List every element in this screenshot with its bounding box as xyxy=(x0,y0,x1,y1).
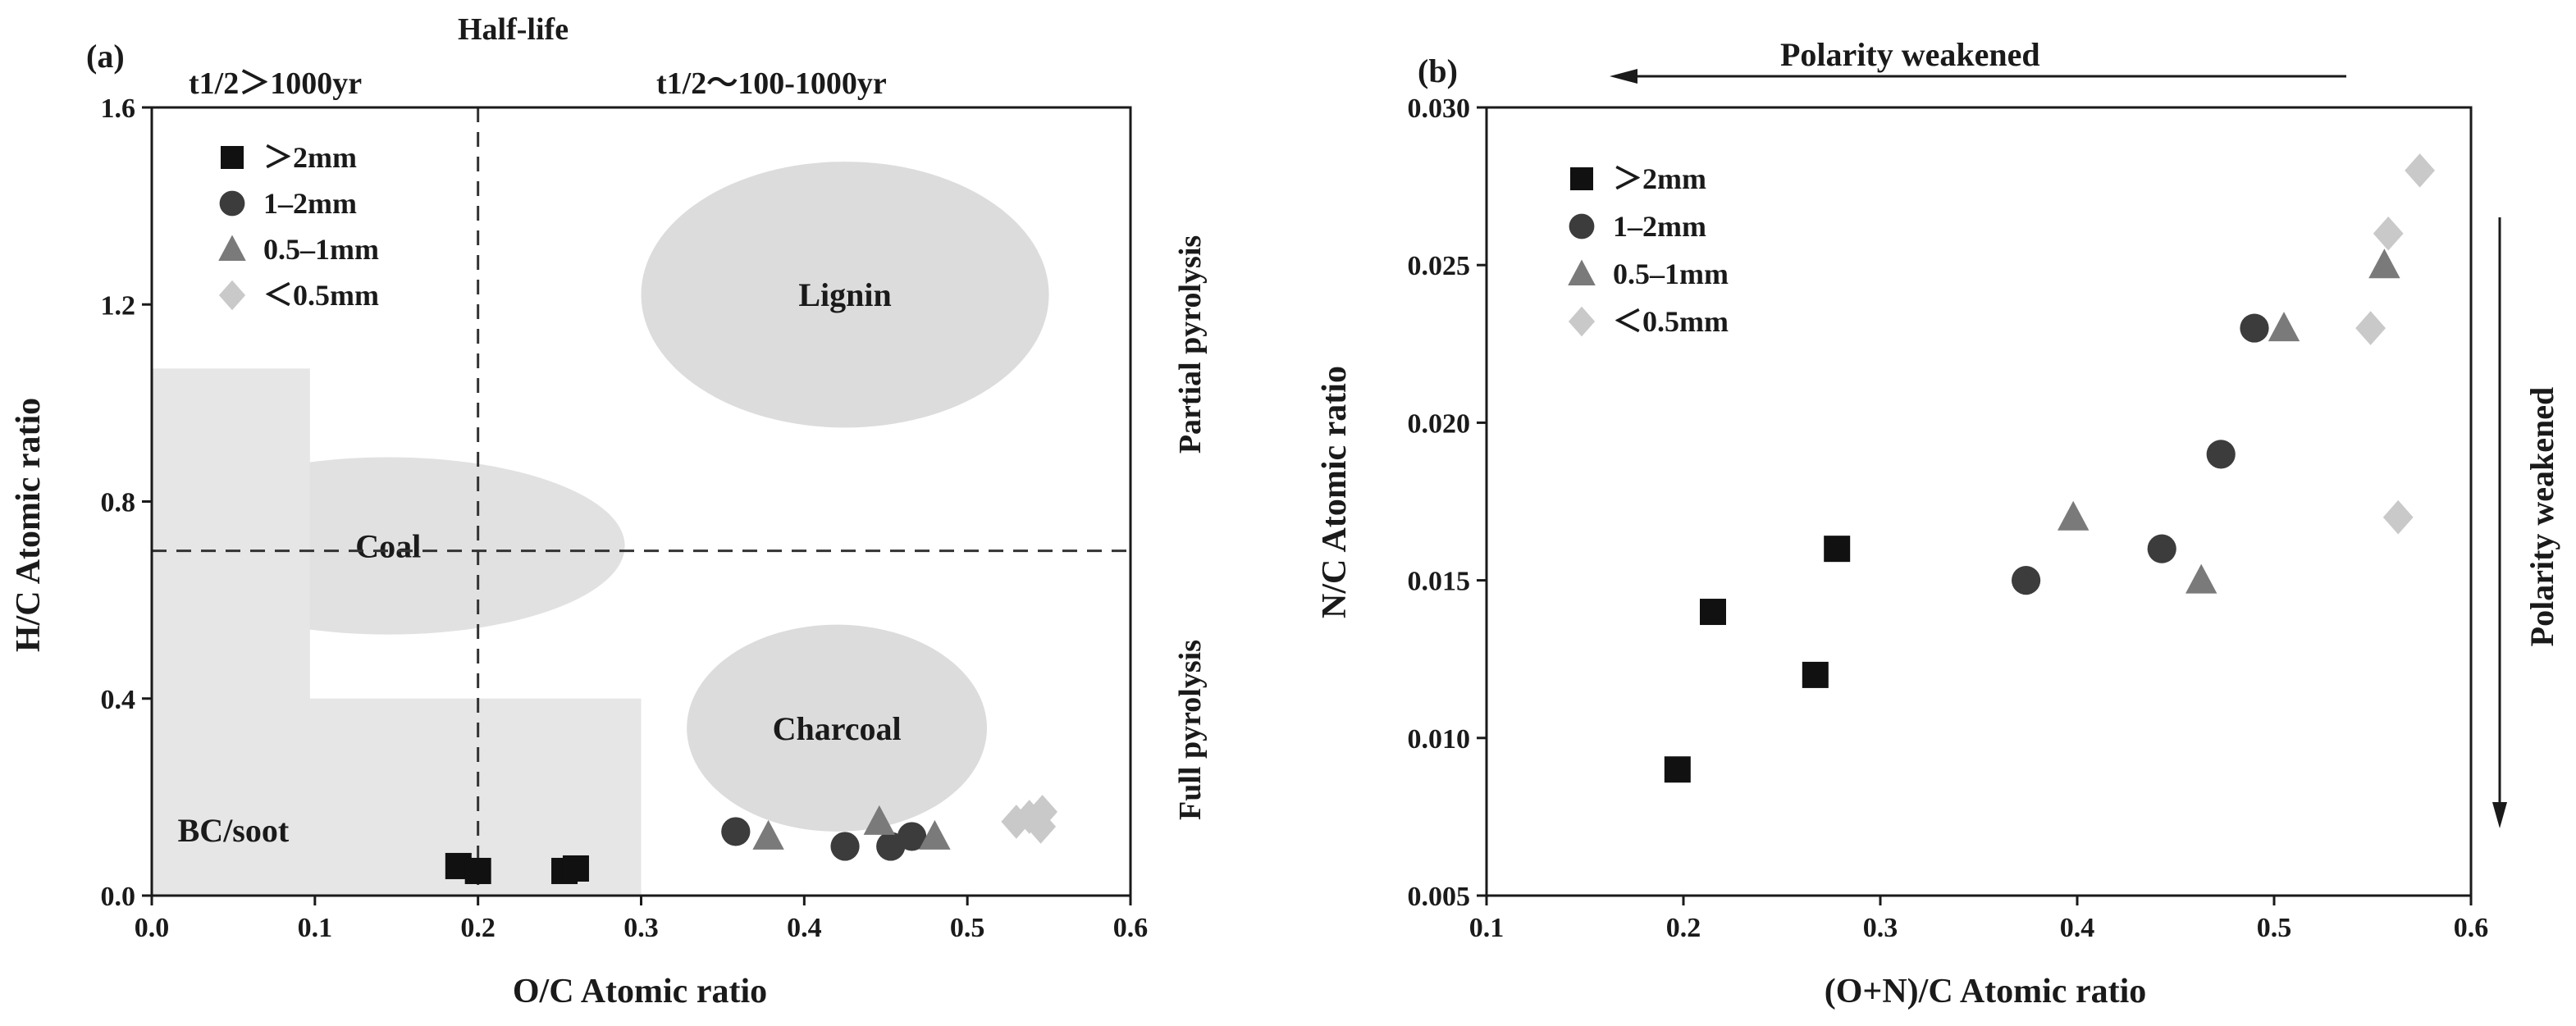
data-point-square xyxy=(1664,756,1691,783)
x-tick-label: 0.6 xyxy=(2454,913,2489,943)
data-point-triangle xyxy=(2058,500,2090,531)
y-tick-label: 0.030 xyxy=(1408,93,1471,124)
data-point-circle xyxy=(2240,313,2269,343)
region-charcoal xyxy=(687,624,988,832)
x-tick-label: 0.4 xyxy=(2060,913,2095,943)
panel-b-legend: ＞2mm 1–2mm 0.5–1mm ＜0.5mm xyxy=(1568,162,1729,338)
panel-a-side-top: Partial pyrolysis xyxy=(1173,235,1208,454)
x-tick-label: 0.4 xyxy=(787,913,822,943)
y-tick-label: 1.2 xyxy=(101,290,136,321)
panel-a-legend: ＞2mm 1–2mm 0.5–1mm ＜0.5mm xyxy=(218,141,379,312)
panel-b: (b) Polarity weakened Polarity weakened … xyxy=(1316,36,2560,1010)
y-tick-label: 0.005 xyxy=(1408,882,1471,912)
legend-marker-square xyxy=(221,146,244,169)
x-tick-label: 0.3 xyxy=(1863,913,1898,943)
data-point-square xyxy=(1802,661,1829,688)
x-tick-label: 0.5 xyxy=(2257,913,2292,943)
data-point-circle xyxy=(830,832,860,861)
data-point-diamond xyxy=(1025,809,1057,844)
y-tick-label: 0.010 xyxy=(1408,724,1471,755)
y-tick-label: 0.020 xyxy=(1408,408,1471,439)
region-label-coal: Coal xyxy=(355,528,421,565)
data-point-circle xyxy=(2012,566,2041,595)
legend-label: ＞2mm xyxy=(263,141,357,174)
x-tick-label: 0.1 xyxy=(1469,913,1505,943)
data-point-triangle xyxy=(919,819,951,850)
legend-marker-diamond xyxy=(218,280,246,311)
legend-label: 1–2mm xyxy=(263,187,357,220)
panel-a-axes: 0.0 0.1 0.2 0.3 0.4 0.5 0.6 0.0 0.4 0.8 1.2 1.6 xyxy=(101,93,1149,943)
panel-a-side-bottom: Full pyrolysis xyxy=(1173,640,1208,820)
y-tick-label: 0.8 xyxy=(101,488,136,518)
region-lignin xyxy=(641,162,1049,428)
data-point-diamond xyxy=(2373,216,2404,251)
data-point-square xyxy=(464,857,491,884)
panel-a-right-header: t1/2～100-1000yr xyxy=(656,66,887,101)
x-tick-label: 0.0 xyxy=(135,913,170,943)
data-point-circle xyxy=(2206,440,2236,469)
legend-marker-triangle xyxy=(218,235,246,261)
legend-label: ＞2mm xyxy=(1613,162,1706,195)
y-tick-label: 0.015 xyxy=(1408,567,1471,597)
panel-a-regions: Lignin Coal Charcoal BC/soot xyxy=(152,162,1049,896)
plot-frame xyxy=(1485,106,2473,897)
data-point-triangle xyxy=(2368,249,2400,279)
y-tick-label: 0.0 xyxy=(101,882,136,912)
region-bc-soot-upper xyxy=(152,368,310,896)
data-point-circle xyxy=(2147,534,2176,563)
x-tick-label: 0.6 xyxy=(1113,913,1149,943)
x-tick-label: 0.1 xyxy=(298,913,333,943)
panel-a-label: (a) xyxy=(86,38,125,75)
x-tick-label: 0.2 xyxy=(1666,913,1701,943)
data-point-triangle xyxy=(863,805,895,835)
legend-label: ＜0.5mm xyxy=(1613,305,1729,338)
legend-marker-circle xyxy=(1569,213,1595,239)
panel-b-xlabel: (O+N)/C Atomic ratio xyxy=(1825,973,2147,1010)
panel-a-left-header: t1/2＞1000yr xyxy=(189,66,362,101)
legend-marker-circle xyxy=(219,190,245,217)
panel-b-side-arrow xyxy=(2492,217,2507,828)
panel-a-points xyxy=(445,795,1058,884)
data-point-triangle xyxy=(2185,563,2217,594)
data-point-triangle xyxy=(2268,312,2300,342)
panel-b-top-arrow xyxy=(1610,69,2346,84)
data-point-diamond xyxy=(2405,153,2435,188)
panel-a-ylabel: H/C Atomic ratio xyxy=(10,398,48,652)
data-point-triangle xyxy=(752,819,784,850)
data-point-diamond xyxy=(2382,499,2414,535)
panel-b-side-arrow-label: Polarity weakened xyxy=(2523,387,2560,647)
region-label-lignin: Lignin xyxy=(798,276,891,313)
panel-b-points xyxy=(1664,153,2435,783)
legend-marker-square xyxy=(1570,167,1593,190)
data-point-square xyxy=(1700,599,1726,626)
data-point-square xyxy=(562,855,589,882)
panel-b-ylabel: N/C Atomic ratio xyxy=(1316,366,1354,618)
y-tick-label: 0.025 xyxy=(1408,251,1471,281)
region-label-charcoal: Charcoal xyxy=(773,710,902,747)
data-point-diamond xyxy=(2355,311,2386,345)
legend-label: 0.5–1mm xyxy=(1613,258,1729,290)
legend-label: ＜0.5mm xyxy=(263,279,379,312)
legend-label: 0.5–1mm xyxy=(263,233,379,266)
x-tick-label: 0.2 xyxy=(460,913,496,943)
data-point-square xyxy=(1824,536,1851,563)
data-point-circle xyxy=(721,817,751,846)
legend-marker-triangle xyxy=(1568,259,1596,285)
y-tick-label: 1.6 xyxy=(101,93,136,124)
panel-a-reference-lines xyxy=(152,107,1130,896)
panel-a: (a) Half-life t1/2＞1000yr t1/2～100-1000y… xyxy=(10,12,1208,1010)
panel-b-top-arrow-label: Polarity weakened xyxy=(1780,36,2040,73)
y-tick-label: 0.4 xyxy=(101,685,136,715)
data-point-circle xyxy=(897,822,927,851)
legend-label: 1–2mm xyxy=(1613,210,1706,243)
x-tick-label: 0.5 xyxy=(950,913,985,943)
x-tick-label: 0.3 xyxy=(623,913,659,943)
legend-marker-diamond xyxy=(1568,306,1596,337)
region-label-bc-soot: BC/soot xyxy=(178,812,290,849)
panel-a-header-title: Half-life xyxy=(458,12,569,47)
panel-b-axes: 0.1 0.2 0.3 0.4 0.5 0.6 0.005 0.010 0.015 0.020 0.… xyxy=(1408,93,2489,943)
panel-a-xlabel: O/C Atomic ratio xyxy=(513,973,767,1010)
panel-b-label: (b) xyxy=(1418,52,1458,89)
